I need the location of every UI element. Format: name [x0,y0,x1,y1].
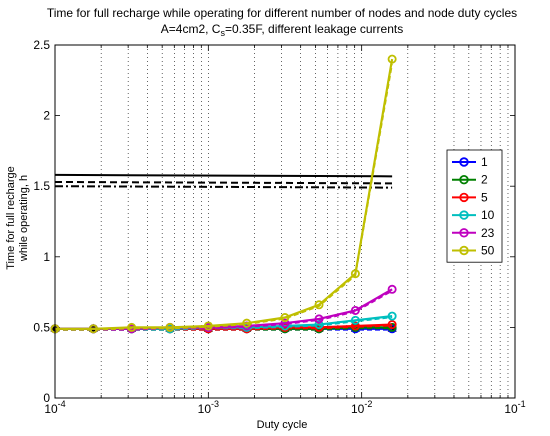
chart-title-line1: Time for full recharge while operating f… [47,6,517,20]
legend-label: 2 [481,173,488,187]
series-line-50 [55,58,394,330]
series-point-50 [127,322,137,332]
series-point-50 [165,322,175,332]
chart-title-line2: A=4cm2, Cs=0.35F, different leakage curr… [161,22,403,38]
series-point-50 [387,54,397,64]
y-tick-label: 0.5 [33,320,50,334]
y-axis-label: Time for full rechargewhile operating, h [5,166,30,270]
legend-label: 50 [481,244,495,258]
series-point-50 [314,300,324,310]
series-point-50 [280,313,290,323]
legend-swatch-marker [459,228,469,238]
series-point-10 [387,311,397,321]
x-tick-label: 10-1 [504,399,525,416]
series-point-50 [203,321,213,331]
legend-label: 10 [481,208,495,222]
series-point-10 [314,320,324,330]
legend-label: 23 [481,226,495,240]
x-tick-label: 10-4 [44,399,65,416]
legend-swatch-marker [459,210,469,220]
series-point-10 [350,315,360,325]
plot-area [55,45,515,398]
series-point-5 [350,321,360,331]
series-point-23 [280,318,290,328]
reference-line-solid [54,173,393,178]
axes-box [54,44,516,399]
series-point-5 [387,320,397,330]
y-tick-label: 2 [43,109,50,123]
x-axis-label: Duty cycle [257,419,308,431]
series-point-2 [387,322,397,332]
legend-box [446,149,503,263]
legend-swatch-marker [459,157,469,167]
series-point-50 [242,318,252,328]
series-point-50 [88,324,98,334]
series-point-23 [350,305,360,315]
legend-swatch-marker [459,192,469,203]
series-line-variant-50 [55,64,393,331]
reference-line-dashed [54,180,393,185]
series-point-23 [314,314,324,324]
x-tick-label: 10-2 [351,399,372,416]
y-tick-label: 2.5 [33,38,50,52]
y-tick-label: 1.5 [33,179,50,193]
legend-swatch-marker [459,174,469,185]
y-tick-label: 0 [43,391,50,405]
series-point-50 [350,269,360,279]
y-tick-label: 1 [43,250,50,264]
legend-label: 1 [481,155,488,169]
series-point-23 [387,284,397,294]
legend-label: 5 [481,190,488,204]
x-tick-label: 10-3 [198,399,219,416]
legend-swatch-marker [459,245,469,256]
